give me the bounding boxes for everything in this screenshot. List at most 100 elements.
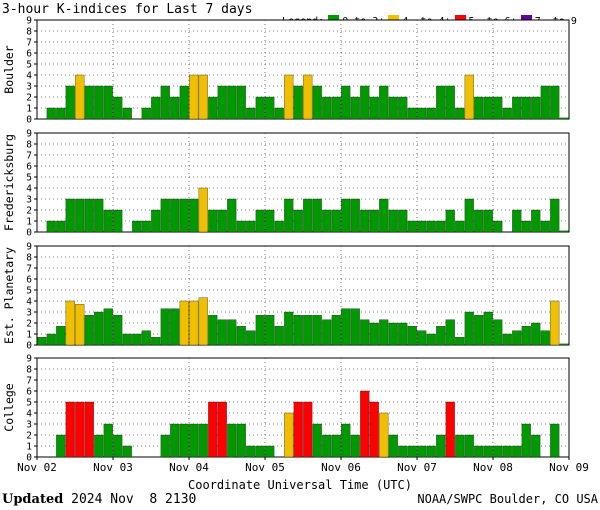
bar-boulder bbox=[436, 85, 446, 120]
bar-college bbox=[236, 423, 246, 458]
agency-credit: NOAA/SWPC Boulder, CO USA bbox=[417, 492, 598, 506]
bar-boulder bbox=[512, 96, 522, 120]
bar-college bbox=[502, 445, 512, 458]
bar-college bbox=[170, 423, 180, 458]
bar-fredericksburg bbox=[550, 198, 560, 233]
bar-est-planetary bbox=[189, 300, 199, 346]
y-tick-label: 3 bbox=[26, 195, 32, 206]
bar-college bbox=[398, 445, 408, 458]
bar-fredericksburg bbox=[236, 220, 246, 233]
bar-est-planetary bbox=[559, 343, 569, 346]
bar-est-planetary bbox=[483, 311, 493, 346]
bar-boulder bbox=[217, 85, 227, 120]
bar-est-planetary bbox=[217, 319, 227, 346]
bar-boulder bbox=[179, 85, 189, 120]
bar-college bbox=[531, 434, 541, 458]
y-tick-label: 4 bbox=[26, 297, 32, 308]
y-tick-label: 0 bbox=[26, 341, 32, 352]
y-tick-label: 8 bbox=[26, 365, 32, 376]
bar-college bbox=[198, 423, 208, 458]
bar-est-planetary bbox=[464, 311, 474, 346]
bar-boulder bbox=[94, 85, 104, 120]
bar-est-planetary bbox=[236, 326, 246, 346]
y-tick-label: 6 bbox=[26, 275, 32, 286]
bar-boulder bbox=[388, 96, 398, 120]
y-tick-label: 7 bbox=[26, 376, 32, 387]
panel-frame-college bbox=[36, 357, 570, 458]
bar-est-planetary bbox=[141, 330, 151, 346]
bar-est-planetary bbox=[208, 315, 218, 346]
bar-college bbox=[331, 434, 341, 458]
y-tick-label: 8 bbox=[26, 27, 32, 38]
y-tick-label: 0 bbox=[26, 115, 32, 126]
y-tick-label: 5 bbox=[26, 173, 32, 184]
bar-boulder bbox=[274, 107, 284, 120]
k-index-chart: 0123456789Boulder0123456789Fredericksbur… bbox=[2, 16, 589, 475]
bar-fredericksburg bbox=[521, 220, 531, 233]
bar-fredericksburg bbox=[474, 209, 484, 233]
bar-college bbox=[369, 401, 379, 458]
bar-college bbox=[417, 445, 427, 458]
bar-fredericksburg bbox=[417, 220, 427, 233]
y-tick-label: 2 bbox=[26, 93, 32, 104]
bar-fredericksburg bbox=[151, 209, 161, 233]
bar-est-planetary bbox=[407, 326, 417, 346]
bar-boulder bbox=[502, 107, 512, 120]
bar-fredericksburg bbox=[56, 220, 66, 233]
bar-est-planetary bbox=[274, 326, 284, 346]
bar-est-planetary bbox=[312, 315, 322, 346]
bar-est-planetary bbox=[521, 326, 531, 346]
bar-boulder bbox=[255, 96, 265, 120]
bar-fredericksburg bbox=[284, 198, 294, 233]
y-tick-label: 6 bbox=[26, 162, 32, 173]
bar-fredericksburg bbox=[75, 198, 85, 233]
bar-college bbox=[493, 445, 503, 458]
bar-fredericksburg bbox=[217, 209, 227, 233]
bar-fredericksburg bbox=[84, 198, 94, 233]
bar-est-planetary bbox=[426, 333, 436, 346]
bar-college bbox=[56, 434, 66, 458]
bar-boulder bbox=[198, 74, 208, 120]
bar-boulder bbox=[303, 74, 313, 120]
updated-value: 2024 Nov 8 2130 bbox=[63, 492, 197, 507]
bar-fredericksburg bbox=[208, 209, 218, 233]
bar-est-planetary bbox=[151, 337, 161, 346]
bar-boulder bbox=[56, 107, 66, 120]
bar-boulder bbox=[122, 107, 132, 120]
bar-boulder bbox=[75, 74, 85, 120]
bar-fredericksburg bbox=[198, 187, 208, 233]
bar-fredericksburg bbox=[141, 220, 151, 233]
bar-boulder bbox=[189, 74, 199, 120]
bar-boulder bbox=[550, 85, 560, 120]
y-tick-label: 1 bbox=[26, 330, 32, 341]
bar-boulder bbox=[141, 107, 151, 120]
bar-college bbox=[483, 445, 493, 458]
bar-fredericksburg bbox=[227, 198, 237, 233]
bar-fredericksburg bbox=[46, 220, 56, 233]
y-tick-label: 1 bbox=[26, 442, 32, 453]
bar-boulder bbox=[559, 117, 569, 120]
y-tick-label: 2 bbox=[26, 319, 32, 330]
bar-fredericksburg bbox=[455, 220, 465, 233]
bar-fredericksburg bbox=[483, 209, 493, 233]
bar-boulder bbox=[521, 96, 531, 120]
bar-est-planetary bbox=[540, 330, 550, 346]
bar-boulder bbox=[284, 74, 294, 120]
y-tick-label: 6 bbox=[26, 49, 32, 60]
y-tick-label: 4 bbox=[26, 71, 32, 82]
bar-est-planetary bbox=[56, 326, 66, 346]
panel-frame-boulder bbox=[36, 19, 570, 120]
bar-est-planetary bbox=[246, 330, 256, 346]
bar-fredericksburg bbox=[493, 220, 503, 233]
y-tick-label: 9 bbox=[26, 16, 32, 27]
bar-fredericksburg bbox=[94, 198, 104, 233]
bar-est-planetary bbox=[37, 337, 47, 346]
bar-college bbox=[255, 445, 265, 458]
bar-fredericksburg bbox=[512, 209, 522, 233]
bar-college bbox=[303, 401, 313, 458]
bar-college bbox=[160, 434, 170, 458]
bar-est-planetary bbox=[198, 297, 208, 346]
bar-fredericksburg bbox=[170, 198, 180, 233]
bar-college bbox=[436, 434, 446, 458]
bar-fredericksburg bbox=[322, 209, 332, 233]
